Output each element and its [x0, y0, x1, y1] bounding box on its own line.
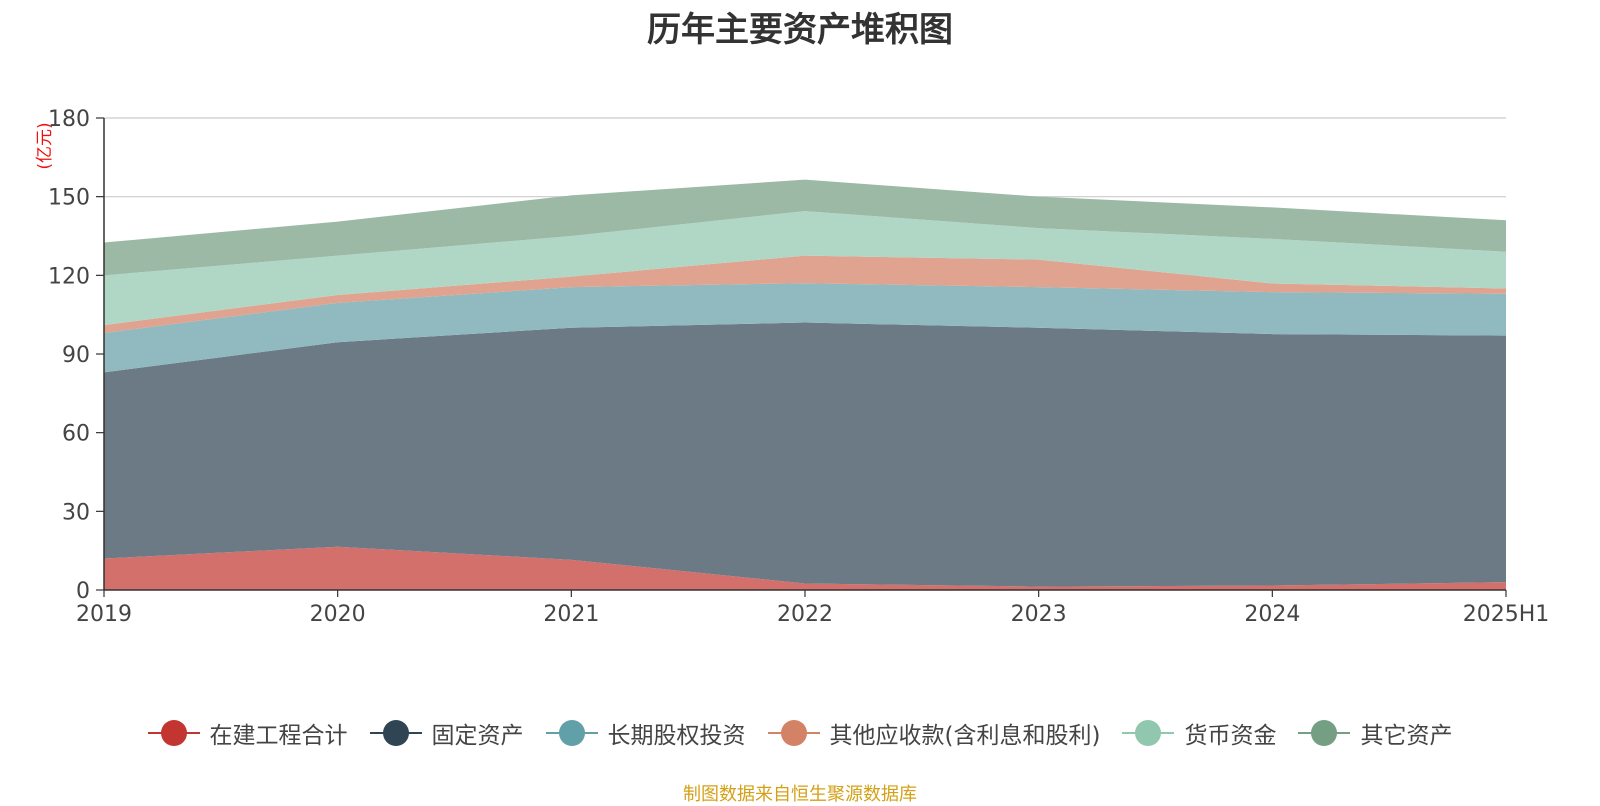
legend-marker-icon	[369, 720, 422, 746]
y-tick-label: 0	[76, 579, 90, 604]
x-tick-label: 2025H1	[1463, 602, 1550, 627]
legend-label: 其它资产	[1360, 723, 1453, 749]
area-series	[104, 179, 1506, 276]
source-note: 制图数据来自恒生聚源数据库	[683, 784, 917, 805]
y-tick-label: 150	[48, 186, 90, 211]
legend-marker-icon	[767, 720, 820, 746]
x-tick-label: 2020	[310, 602, 366, 627]
area-series	[104, 546, 1506, 590]
legend-item[interactable]: 在建工程合计	[147, 716, 348, 750]
legend-label: 长期股权投资	[607, 723, 746, 749]
y-tick-label: 30	[62, 500, 90, 525]
y-tick-label: 60	[62, 422, 90, 447]
y-tick-label: 120	[48, 264, 90, 289]
legend-label: 在建工程合计	[209, 723, 348, 749]
x-tick-label: 2021	[543, 602, 599, 627]
area-series	[104, 283, 1506, 373]
x-tick-label: 2022	[777, 602, 833, 627]
legend-label: 固定资产	[431, 723, 524, 749]
legend-item[interactable]: 其它资产	[1298, 716, 1452, 750]
y-axis-unit: (亿元)	[35, 122, 55, 169]
legend-item[interactable]: 固定资产	[369, 716, 524, 750]
x-tick-label: 2019	[76, 602, 132, 627]
legend-marker-icon	[147, 720, 200, 746]
legend-marker-icon	[1298, 720, 1351, 746]
y-tick-label: 90	[62, 343, 90, 368]
area-series	[104, 322, 1506, 587]
legend-item[interactable]: 货币资金	[1122, 716, 1276, 750]
chart-title: 历年主要资产堆积图	[647, 10, 953, 50]
area-series	[104, 255, 1506, 334]
y-tick-label: 180	[48, 107, 90, 132]
x-tick-label: 2024	[1244, 602, 1300, 627]
legend-item[interactable]: 其他应收款(含利息和股利)	[767, 716, 1101, 750]
legend-marker-icon	[1122, 720, 1175, 746]
legend: 在建工程合计 固定资产 长期股权投资 其他应收款(含利息和股利) 货币资金 其它资产	[0, 716, 1600, 750]
legend-label: 其他应收款(含利息和股利)	[829, 723, 1101, 749]
legend-label: 货币资金	[1184, 723, 1277, 749]
legend-item[interactable]: 长期股权投资	[545, 716, 746, 750]
x-tick-label: 2023	[1011, 602, 1067, 627]
area-series	[104, 211, 1506, 326]
legend-marker-icon	[545, 720, 598, 746]
